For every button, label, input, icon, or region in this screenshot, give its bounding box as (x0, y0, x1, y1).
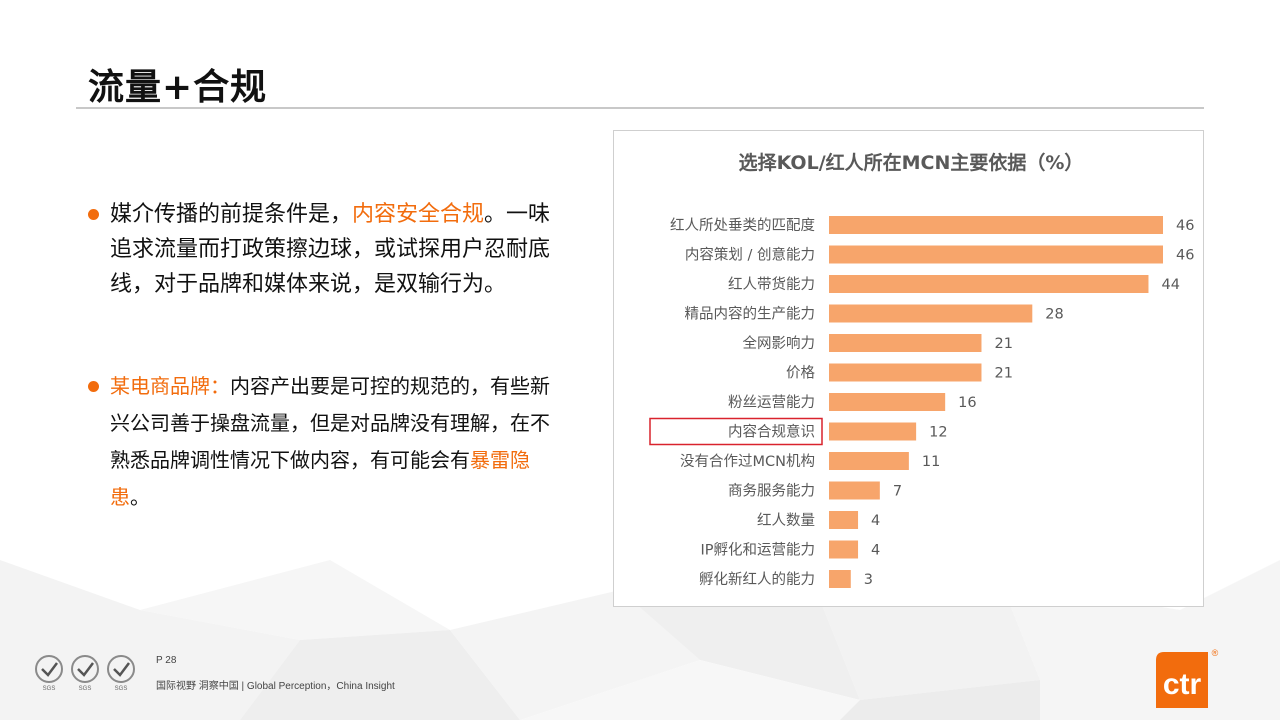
bullet-text-1: 媒介传播的前提条件是，内容安全合规。一味追求流量而打政策擦边球，或试探用户忍耐底… (110, 197, 558, 302)
bullet-2-highlight-risk: 暴雷隐患 (110, 448, 530, 509)
bar-10 (829, 481, 880, 500)
category-label-12: IP孵化和运营能力 (700, 542, 815, 559)
value-label-2: 46 (1176, 248, 1194, 264)
value-label-11: 4 (871, 513, 880, 529)
category-label-10: 商务服务能力 (728, 483, 815, 500)
bullet-dot-icon (88, 209, 99, 220)
category-label-4: 精品内容的生产能力 (685, 306, 816, 323)
svg-text:ctr: ctr (1163, 668, 1202, 701)
category-label-3: 红人带货能力 (728, 276, 815, 293)
category-label-5: 全网影响力 (743, 334, 816, 352)
bullet-text-2: 某电商品牌：内容产出要是可控的规范的，有些新兴公司善于操盘流量，但是对品牌没有理… (110, 368, 558, 516)
value-label-6: 21 (994, 366, 1012, 382)
svg-text:SGS: SGS (43, 686, 56, 692)
bar-1 (829, 216, 1163, 234)
value-label-13: 3 (864, 572, 873, 588)
bullet-1-part-3: 。一味追求流量而打政策擦边球，或试探用户忍耐底线，对于品牌和媒体来说，是双输行为… (110, 202, 551, 297)
svg-text:®: ® (1212, 648, 1219, 658)
category-label-13: 孵化新红人的能力 (699, 571, 815, 588)
page-number: P 28 (156, 655, 177, 666)
value-label-3: 44 (1161, 277, 1179, 293)
footer-slogan: 国际视野 洞察中国 | Global Perception，China Insi… (156, 681, 395, 692)
bar-9 (829, 452, 909, 470)
bar-6 (829, 363, 982, 382)
category-label-1: 红人所处垂类的匹配度 (670, 217, 815, 234)
page-title: 流量+合规 (88, 67, 268, 108)
bullet-point-2: 某电商品牌：内容产出要是可控的规范的，有些新兴公司善于操盘流量，但是对品牌没有理… (88, 368, 558, 516)
bullet-point-1: 媒介传播的前提条件是，内容安全合规。一味追求流量而打政策擦边球，或试探用户忍耐底… (88, 197, 558, 302)
bar-11 (829, 511, 859, 529)
bar-8 (829, 422, 917, 441)
bar-chart: 选择KOL/红人所在MCN主要依据（%） 红人所处垂类的匹配度 46 内容策划 / 创… (649, 151, 1194, 588)
category-label-11: 红人数量 (757, 512, 815, 529)
value-label-1: 46 (1176, 218, 1194, 234)
bar-3 (829, 275, 1149, 293)
value-label-4: 28 (1045, 307, 1063, 323)
sgs-certification-seals: SGS SGS SGS (35, 655, 135, 692)
value-label-5: 21 (994, 336, 1012, 352)
bar-4 (829, 304, 1033, 323)
highlight-box (649, 417, 823, 446)
bullet-1-part-1: 媒介传播的前提条件是， (110, 202, 353, 227)
bar-12 (829, 540, 859, 559)
value-label-12: 4 (871, 543, 880, 559)
value-label-8: 12 (929, 425, 947, 441)
bullet-2-highlight-source: 某电商品牌： (110, 374, 230, 398)
category-label-6: 价格 (786, 365, 815, 382)
bullet-2-part-4: 。 (130, 485, 150, 509)
bullet-dot-icon (88, 381, 99, 392)
bullet-2-part-2: 内容产出要是可控的规范的，有些新兴公司善于操盘流量，但是对品牌没有理解，在不熟悉… (110, 374, 550, 472)
category-label-2: 内容策划 / 创意能力 (685, 246, 815, 264)
svg-text:SGS: SGS (79, 686, 92, 692)
value-label-9: 11 (922, 454, 940, 470)
bar-2 (829, 245, 1163, 264)
title-divider (76, 107, 1204, 109)
category-label-7: 粉丝运营能力 (728, 394, 815, 411)
value-label-7: 16 (958, 395, 976, 411)
chart-title: 选择KOL/红人所在MCN主要依据（%） (739, 151, 1084, 174)
category-label-8: 内容合规意识 (728, 423, 815, 441)
bar-5 (829, 334, 982, 352)
svg-text:SGS: SGS (115, 686, 128, 692)
value-label-10: 7 (893, 484, 902, 500)
bar-chart-panel: 选择KOL/红人所在MCN主要依据（%） 红人所处垂类的匹配度 46 内容策划 / 创… (613, 130, 1204, 607)
bar-13 (829, 570, 851, 588)
ctr-logo: ctr ® (1156, 648, 1219, 708)
bullet-1-highlight: 内容安全合规 (352, 202, 485, 227)
bar-7 (829, 393, 946, 411)
category-label-9: 没有合作过MCN机构 (680, 453, 815, 470)
